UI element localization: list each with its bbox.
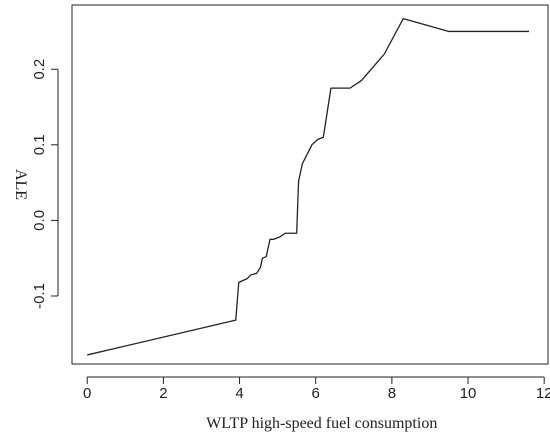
x-axis: 0 2 4 6 8 10 12	[83, 376, 550, 402]
ale-series-line	[87, 17, 529, 356]
y-axis-title: ALE	[12, 169, 29, 200]
x-tick-label: 8	[388, 385, 396, 402]
y-axis: -0.1 0.0 0.1 0.2	[31, 59, 59, 309]
y-tick-label: -0.1	[31, 283, 48, 309]
y-tick-label: 0.1	[31, 134, 48, 155]
x-tick-label: 6	[312, 385, 320, 402]
x-tick-label: 4	[235, 385, 243, 402]
x-tick-label: 2	[159, 385, 167, 402]
x-tick-label: 12	[536, 385, 550, 402]
plot-area	[71, 4, 549, 365]
x-tick-label: 0	[83, 385, 91, 402]
x-tick-label: 10	[460, 385, 477, 402]
y-tick-label: 0.2	[31, 59, 48, 80]
x-axis-title: WLTP high-speed fuel consumption	[206, 415, 437, 432]
plot-frame	[71, 4, 549, 365]
y-tick-label: 0.0	[31, 210, 48, 231]
